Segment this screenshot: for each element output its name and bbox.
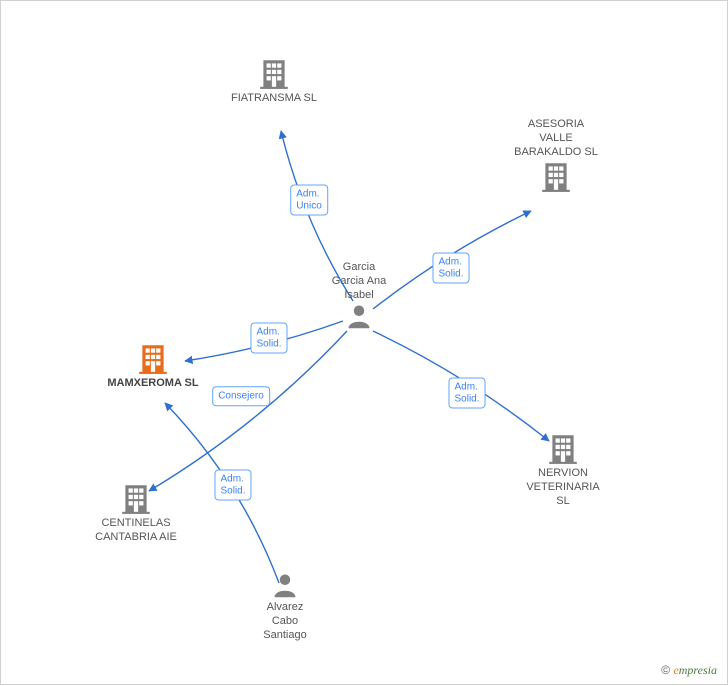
edge-label: Adm. Unico bbox=[290, 185, 328, 216]
edge-label: Adm. Solid. bbox=[250, 323, 287, 354]
copyright-symbol: © bbox=[661, 663, 670, 677]
edge-label: Adm. Solid. bbox=[214, 470, 251, 501]
edge-label: Adm. Solid. bbox=[432, 253, 469, 284]
edge-label: Consejero bbox=[212, 386, 270, 406]
edge-labels-layer: Adm. Unico Adm. Solid. Adm. Solid. Adm. Sol… bbox=[1, 1, 728, 686]
copyright: © empresia bbox=[661, 663, 717, 678]
brand-rest: mpresia bbox=[679, 663, 717, 677]
edge-label: Adm. Solid. bbox=[448, 378, 485, 409]
